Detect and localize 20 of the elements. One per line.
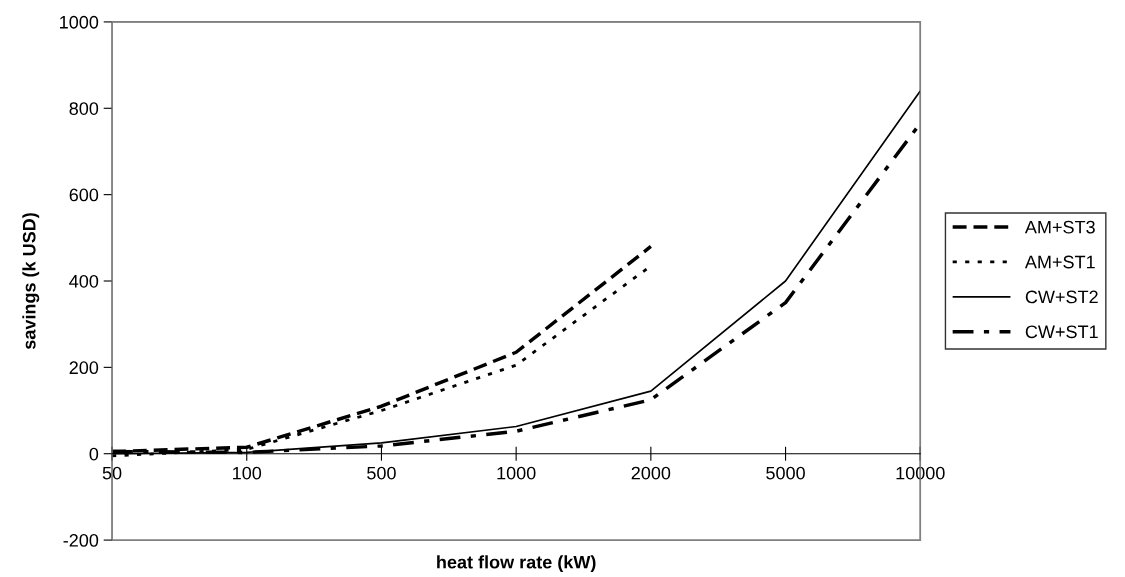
y-tick-label: 600 bbox=[69, 188, 99, 202]
x-tick-label: 100 bbox=[233, 466, 262, 480]
y-tick-label: -200 bbox=[63, 534, 99, 547]
y-tick-label: 200 bbox=[69, 361, 99, 375]
y-tick-label: 400 bbox=[69, 274, 99, 288]
x-tick-label: 2000 bbox=[631, 466, 671, 480]
x-tick-label: 10000 bbox=[896, 466, 945, 480]
legend-label: AM+ST3 bbox=[1024, 220, 1095, 234]
legend-label: CW+ST1 bbox=[1025, 325, 1098, 339]
x-tick-label: 50 bbox=[102, 466, 122, 480]
x-tick-label: 500 bbox=[367, 466, 396, 480]
y-tick-label: 800 bbox=[69, 102, 99, 115]
legend-label: AM+ST1 bbox=[1024, 255, 1095, 269]
x-tick-label: 5000 bbox=[766, 466, 805, 480]
y-axis-title: savings (k USD) bbox=[22, 213, 40, 350]
y-tick-label: 0 bbox=[89, 447, 99, 461]
y-tick-label: 1000 bbox=[60, 15, 99, 29]
x-axis-title: heat flow rate (kW) bbox=[437, 555, 596, 573]
legend-label: CW+ST2 bbox=[1025, 290, 1098, 304]
x-tick-label: 1000 bbox=[497, 466, 536, 480]
